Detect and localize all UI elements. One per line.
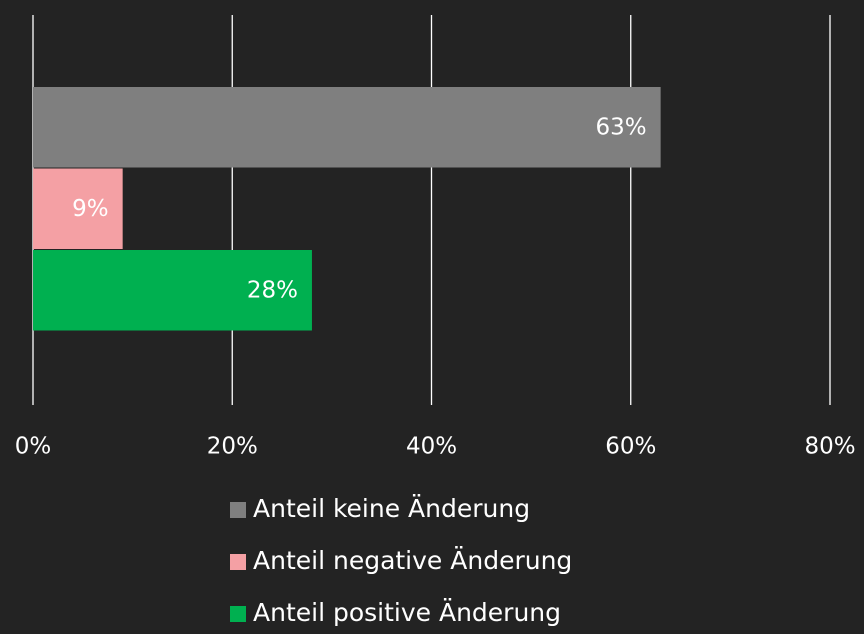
x-tick-label: 20% bbox=[207, 434, 258, 460]
value-label: 28% bbox=[247, 277, 298, 303]
bar bbox=[33, 250, 312, 331]
legend-label: Anteil negative Änderung bbox=[253, 546, 572, 575]
value-label: 9% bbox=[72, 196, 109, 222]
x-tick-label: 80% bbox=[804, 434, 855, 460]
legend-swatch bbox=[230, 502, 246, 518]
x-tick-label: 60% bbox=[605, 434, 656, 460]
bar bbox=[33, 168, 123, 249]
bar bbox=[33, 87, 661, 168]
legend-label: Anteil positive Änderung bbox=[253, 598, 561, 627]
value-label: 63% bbox=[596, 114, 647, 140]
x-tick-label: 40% bbox=[406, 434, 457, 460]
legend-swatch bbox=[230, 606, 246, 622]
legend-label: Anteil keine Änderung bbox=[253, 494, 530, 523]
x-tick-label: 0% bbox=[15, 434, 52, 460]
legend-swatch bbox=[230, 554, 246, 570]
